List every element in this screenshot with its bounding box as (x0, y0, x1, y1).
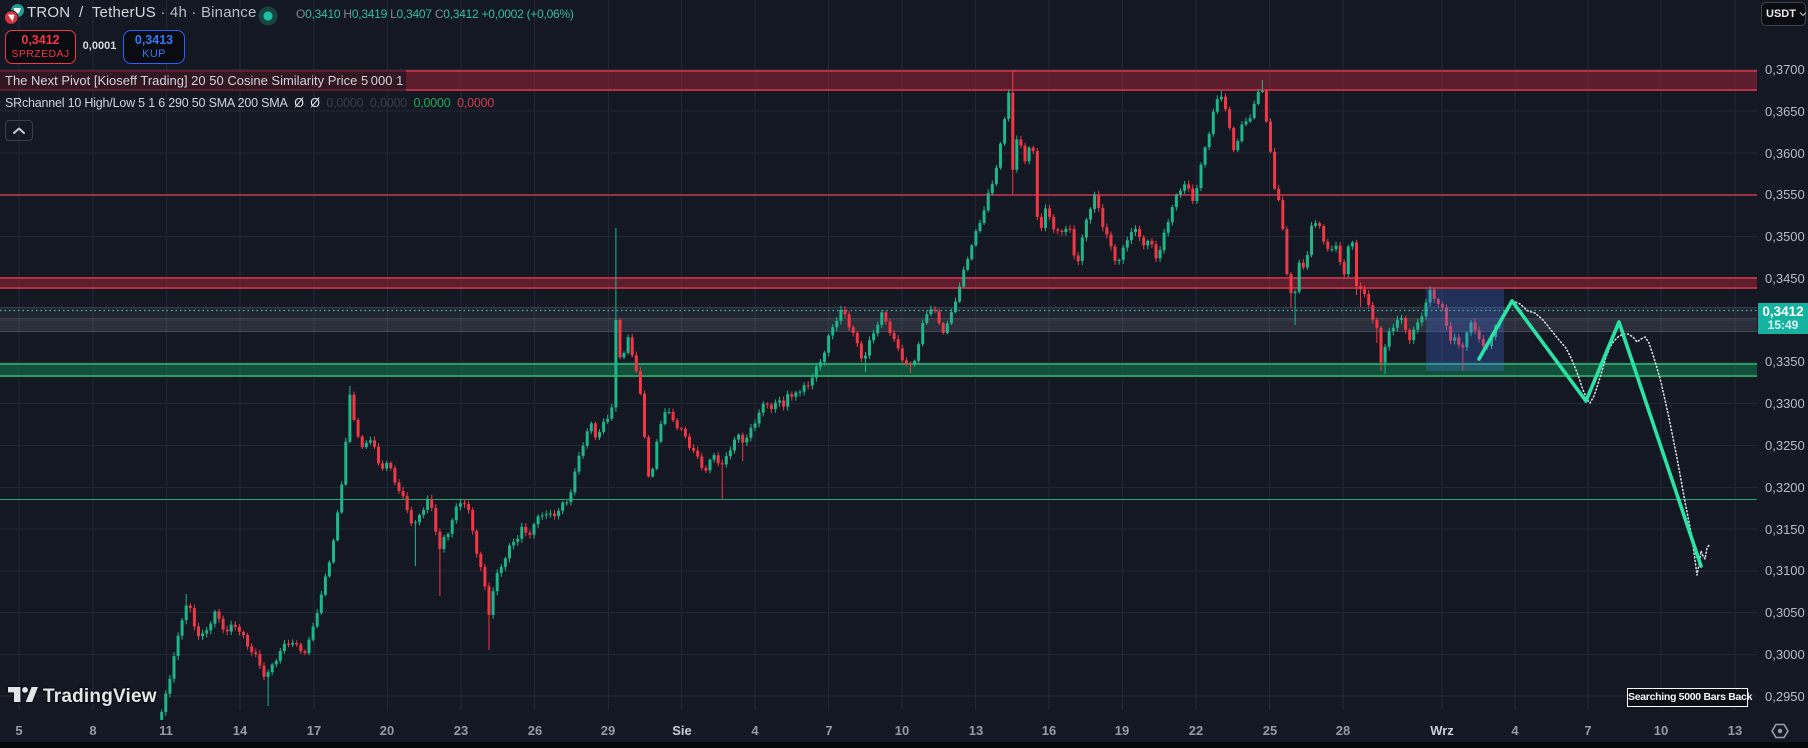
svg-text:TradingView: TradingView (43, 686, 157, 707)
